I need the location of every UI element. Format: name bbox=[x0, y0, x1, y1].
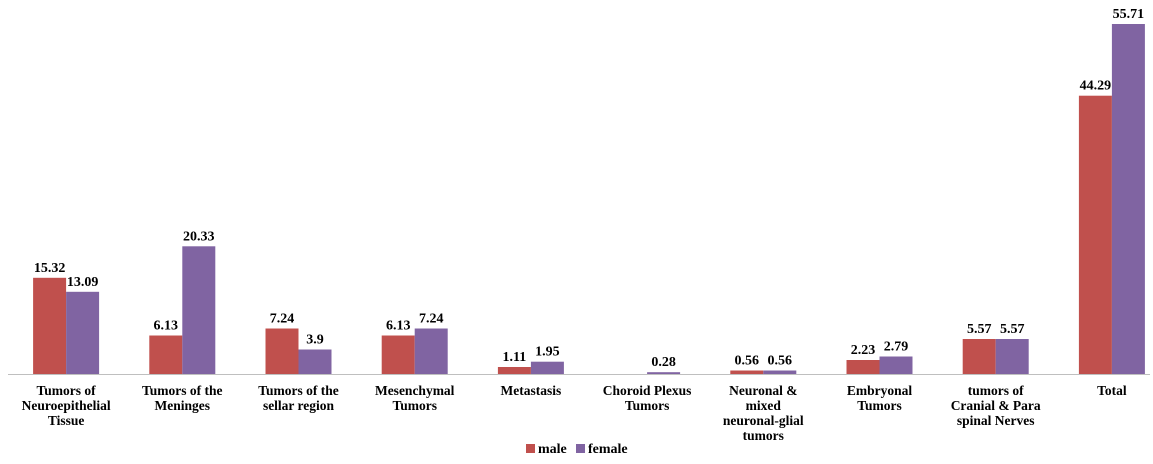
category-labels-layer: Tumors of Neuroepithelial Tissue Tumors of … bbox=[22, 383, 1127, 443]
data-label-male-4: 1.11 bbox=[503, 350, 527, 365]
bar-female-1 bbox=[182, 246, 216, 374]
bar-male-6 bbox=[730, 370, 764, 374]
bar-female-4 bbox=[530, 361, 564, 374]
category-label-9: Total bbox=[1097, 383, 1127, 398]
bar-female-5 bbox=[647, 372, 681, 374]
bar-male-0 bbox=[33, 277, 67, 374]
data-label-female-2: 3.9 bbox=[306, 333, 324, 348]
data-label-female-1: 20.33 bbox=[183, 229, 215, 244]
bar-female-2 bbox=[298, 349, 332, 374]
bar-male-2 bbox=[265, 328, 299, 374]
bar-male-3 bbox=[381, 335, 415, 374]
bar-female-9 bbox=[1111, 24, 1145, 374]
data-label-male-6: 0.56 bbox=[735, 354, 760, 369]
category-label-7: Embryonal Tumors bbox=[847, 383, 913, 413]
data-label-male-2: 7.24 bbox=[270, 312, 295, 327]
data-label-male-1: 6.13 bbox=[154, 319, 179, 334]
category-label-2: Tumors of the sellar region bbox=[258, 383, 339, 413]
data-label-male-7: 2.23 bbox=[851, 343, 876, 358]
bars-layer bbox=[33, 24, 1145, 374]
data-label-female-9: 55.71 bbox=[1113, 7, 1145, 22]
bar-female-8 bbox=[995, 339, 1029, 374]
legend-label-male: male bbox=[538, 442, 567, 457]
legend-swatch-female bbox=[576, 444, 585, 453]
category-label-4: Metastasis bbox=[501, 383, 562, 398]
bar-male-1 bbox=[149, 335, 183, 374]
data-label-male-8: 5.57 bbox=[967, 322, 992, 337]
category-label-3: Mesenchymal Tumors bbox=[375, 383, 455, 413]
bar-male-8 bbox=[962, 339, 996, 374]
category-label-1: Tumors of the Meninges bbox=[142, 383, 223, 413]
bar-female-6 bbox=[763, 370, 797, 374]
data-label-female-3: 7.24 bbox=[419, 312, 444, 327]
bar-female-3 bbox=[414, 328, 448, 374]
bar-female-7 bbox=[879, 356, 913, 374]
bar-male-9 bbox=[1078, 95, 1112, 374]
data-label-female-7: 2.79 bbox=[884, 340, 909, 355]
category-label-5: Choroid Plexus Tumors bbox=[603, 383, 692, 413]
data-label-female-0: 13.09 bbox=[67, 275, 99, 290]
legend-swatch-male bbox=[526, 444, 535, 453]
data-label-male-9: 44.29 bbox=[1080, 79, 1112, 94]
bar-female-0 bbox=[66, 291, 100, 374]
legend: male female bbox=[526, 442, 628, 457]
data-label-female-8: 5.57 bbox=[1000, 322, 1025, 337]
bar-male-4 bbox=[497, 367, 531, 374]
data-label-male-3: 6.13 bbox=[386, 319, 411, 334]
bar-male-7 bbox=[846, 360, 880, 374]
category-label-6: Neuronal & mixed neuronal-glial tumors bbox=[723, 383, 804, 443]
data-label-male-0: 15.32 bbox=[34, 261, 66, 276]
category-label-0: Tumors of Neuroepithelial Tissue bbox=[22, 383, 111, 428]
data-label-female-5: 0.28 bbox=[651, 355, 676, 370]
category-label-8: tumors of Cranial & Para spinal Nerves bbox=[951, 383, 1041, 428]
data-label-female-6: 0.56 bbox=[768, 354, 793, 369]
data-label-female-4: 1.95 bbox=[535, 345, 560, 360]
legend-label-female: female bbox=[588, 442, 628, 457]
